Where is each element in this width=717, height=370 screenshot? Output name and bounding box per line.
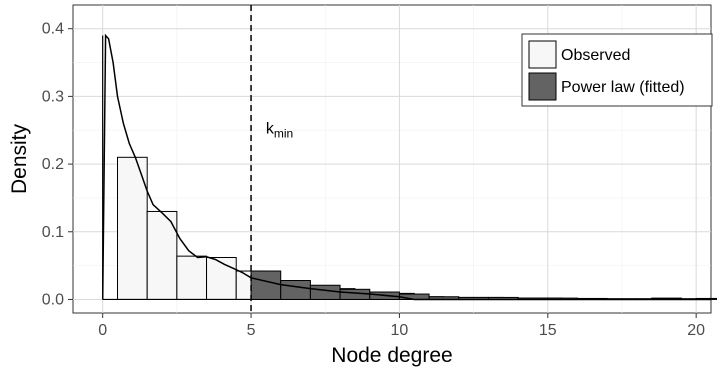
bar-observed	[117, 156, 148, 300]
bar-powerlaw	[309, 284, 341, 300]
y-tick-label: 0.3	[42, 88, 64, 105]
x-tick-label: 20	[687, 322, 705, 339]
x-axis-ticks: 0 5 10 15 20	[98, 313, 705, 339]
x-tick-label: 0	[98, 322, 107, 339]
bar-observed	[176, 255, 208, 300]
density-curve	[101, 33, 711, 301]
kmin-annotation-main: k	[266, 121, 275, 138]
x-tick-label: 5	[247, 322, 256, 339]
bar-observed	[206, 256, 237, 300]
bar-observed	[146, 210, 178, 300]
y-tick-label: 0.0	[42, 291, 64, 308]
y-tick-label: 0.2	[42, 156, 64, 173]
legend-swatch-powerlaw	[528, 72, 557, 101]
kmin-annotation: kmin	[266, 121, 293, 141]
kmin-annotation-sub: min	[274, 127, 293, 141]
y-axis-ticks: 0.0 0.1 0.2 0.3 0.4	[42, 21, 73, 308]
x-axis-title: Node degree	[331, 344, 452, 367]
y-tick-label: 0.4	[42, 21, 64, 38]
x-tick-label: 15	[539, 322, 557, 339]
legend-swatch-observed	[528, 40, 557, 69]
y-tick-label: 0.1	[42, 224, 64, 241]
y-axis-title: Density	[8, 123, 31, 194]
legend-label-powerlaw: Power law (fitted)	[561, 79, 685, 96]
legend-label-observed: Observed	[561, 47, 630, 64]
x-tick-label: 10	[391, 322, 409, 339]
legend: Observed Power law (fitted)	[521, 33, 713, 107]
bar-powerlaw	[250, 270, 282, 300]
bar-powerlaw	[398, 293, 430, 300]
bar-powerlaw	[280, 280, 311, 300]
